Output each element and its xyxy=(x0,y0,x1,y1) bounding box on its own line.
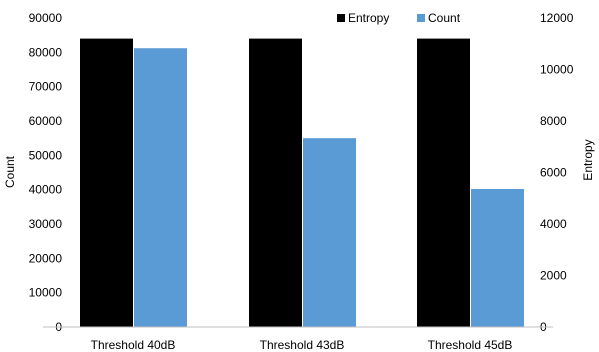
y-tick-label: 20000 xyxy=(29,251,63,265)
bar-count xyxy=(134,48,187,328)
y2-tick-label: 2000 xyxy=(540,269,567,283)
y-tick-label: 40000 xyxy=(29,183,63,197)
y2-tick-label: 8000 xyxy=(540,114,567,128)
y-tick-label: 90000 xyxy=(29,11,63,25)
y-tick-label: 60000 xyxy=(29,114,63,128)
y-tick-label: 70000 xyxy=(29,80,63,94)
bar-entropy xyxy=(80,38,133,327)
left-axis-ticks: 0100002000030000400005000060000700008000… xyxy=(29,11,63,334)
legend-label-count: Count xyxy=(428,11,461,25)
x-tick-label: Threshold 45dB xyxy=(428,338,513,352)
legend-swatch-entropy xyxy=(337,14,345,22)
x-tick-labels: Threshold 40dB Threshold 43dB Threshold 45… xyxy=(91,338,513,352)
bar-entropy xyxy=(417,38,470,327)
y-tick-label: 10000 xyxy=(29,286,63,300)
y2-tick-label: 10000 xyxy=(540,63,574,77)
y2-tick-label: 12000 xyxy=(540,11,574,25)
y-tick-label: 30000 xyxy=(29,217,63,231)
y-axis-title: Count xyxy=(3,155,17,188)
y2-tick-label: 6000 xyxy=(540,166,567,180)
bar-entropy xyxy=(249,38,302,327)
legend-swatch-count xyxy=(417,14,425,22)
bars xyxy=(80,38,524,328)
legend: Entropy Count xyxy=(337,11,461,25)
legend-label-entropy: Entropy xyxy=(348,11,389,25)
y2-axis-title: Entropy xyxy=(581,139,595,180)
bar-count xyxy=(471,188,524,327)
x-tick-label: Threshold 40dB xyxy=(91,338,176,352)
bar-count xyxy=(303,138,356,327)
y-tick-label: 50000 xyxy=(29,148,63,162)
y2-tick-label: 4000 xyxy=(540,217,567,231)
y-tick-label: 80000 xyxy=(29,45,63,59)
x-tick-label: Threshold 43dB xyxy=(260,338,345,352)
